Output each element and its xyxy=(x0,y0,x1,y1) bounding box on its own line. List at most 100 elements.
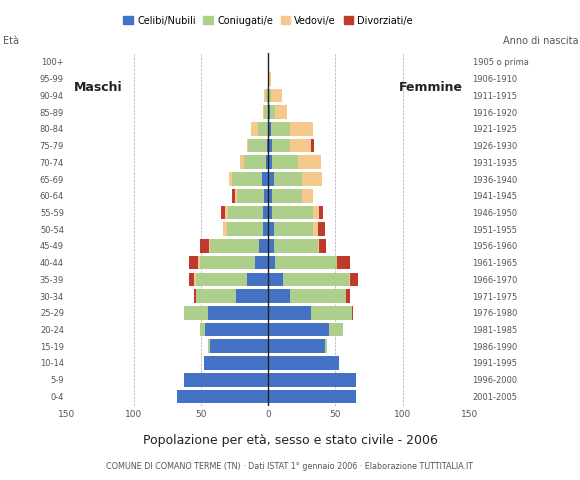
Bar xyxy=(268,205,272,219)
Bar xyxy=(205,323,268,336)
Bar xyxy=(244,156,266,169)
Bar xyxy=(209,239,211,253)
Bar xyxy=(268,139,272,153)
Bar xyxy=(262,172,268,186)
Bar xyxy=(200,323,205,336)
Bar xyxy=(177,390,268,403)
Bar xyxy=(302,189,313,203)
Bar xyxy=(318,222,325,236)
Bar xyxy=(223,222,227,236)
Bar xyxy=(268,89,271,102)
Bar xyxy=(337,256,350,269)
Bar xyxy=(268,373,356,386)
Bar xyxy=(268,156,272,169)
Bar xyxy=(259,239,268,253)
Bar xyxy=(200,256,255,269)
Bar xyxy=(268,306,311,320)
Bar xyxy=(198,256,200,269)
Bar xyxy=(311,306,351,320)
Bar xyxy=(232,172,262,186)
Bar xyxy=(227,222,263,236)
Bar xyxy=(208,339,211,353)
Bar xyxy=(329,323,343,336)
Bar xyxy=(246,273,268,286)
Bar xyxy=(194,273,195,286)
Bar xyxy=(268,189,272,203)
Bar xyxy=(263,105,264,119)
Bar xyxy=(311,139,314,153)
Bar xyxy=(267,139,268,153)
Bar xyxy=(268,256,275,269)
Bar xyxy=(195,289,236,303)
Bar xyxy=(228,205,263,219)
Bar xyxy=(240,156,244,169)
Bar xyxy=(263,222,268,236)
Bar xyxy=(318,239,320,253)
Bar xyxy=(189,273,194,286)
Text: COMUNE DI COMANO TERME (TN) · Dati ISTAT 1° gennaio 2006 · Elaborazione TUTTITAL: COMUNE DI COMANO TERME (TN) · Dati ISTAT… xyxy=(107,462,473,471)
Bar xyxy=(290,289,346,303)
Bar xyxy=(302,172,322,186)
Bar xyxy=(274,222,313,236)
Text: Femmine: Femmine xyxy=(399,81,463,94)
Bar xyxy=(325,339,327,353)
Bar xyxy=(237,189,264,203)
Bar xyxy=(266,89,268,102)
Bar xyxy=(184,306,208,320)
Bar xyxy=(184,373,268,386)
Bar xyxy=(290,122,313,136)
Bar xyxy=(272,139,290,153)
Text: Anno di nascita: Anno di nascita xyxy=(503,36,579,46)
Bar xyxy=(221,205,225,219)
Bar xyxy=(208,306,268,320)
Text: Età: Età xyxy=(3,36,19,46)
Bar xyxy=(246,139,248,153)
Bar xyxy=(268,105,270,119)
Bar xyxy=(268,273,283,286)
Bar xyxy=(313,222,318,236)
Bar xyxy=(189,256,198,269)
Bar xyxy=(232,189,235,203)
Bar xyxy=(255,256,268,269)
Bar xyxy=(251,122,258,136)
Bar xyxy=(263,205,268,219)
Bar xyxy=(264,89,266,102)
Bar xyxy=(272,189,302,203)
Bar xyxy=(272,205,313,219)
Bar xyxy=(313,205,320,219)
Bar xyxy=(268,222,274,236)
Bar xyxy=(320,239,326,253)
Bar xyxy=(194,289,195,303)
Bar xyxy=(268,122,271,136)
Bar xyxy=(351,306,353,320)
Bar xyxy=(268,289,290,303)
Bar xyxy=(275,256,337,269)
Bar xyxy=(271,89,282,102)
Bar xyxy=(266,156,268,169)
Bar xyxy=(200,239,209,253)
Bar xyxy=(298,156,321,169)
Bar xyxy=(274,172,302,186)
Bar xyxy=(264,105,268,119)
Bar xyxy=(283,273,349,286)
Bar xyxy=(271,122,290,136)
Bar xyxy=(268,390,356,403)
Bar xyxy=(268,323,329,336)
Bar xyxy=(264,189,268,203)
Bar xyxy=(235,189,237,203)
Bar xyxy=(272,156,298,169)
Bar xyxy=(268,72,271,85)
Bar xyxy=(268,356,339,370)
Bar xyxy=(274,239,318,253)
Bar xyxy=(268,172,274,186)
Bar xyxy=(248,139,267,153)
Bar xyxy=(211,239,259,253)
Bar xyxy=(275,105,287,119)
Text: Popolazione per età, sesso e stato civile - 2006: Popolazione per età, sesso e stato civil… xyxy=(143,434,437,447)
Bar xyxy=(258,122,268,136)
Bar xyxy=(211,339,268,353)
Bar xyxy=(290,139,311,153)
Bar xyxy=(346,289,350,303)
Bar xyxy=(268,339,325,353)
Bar xyxy=(320,205,323,219)
